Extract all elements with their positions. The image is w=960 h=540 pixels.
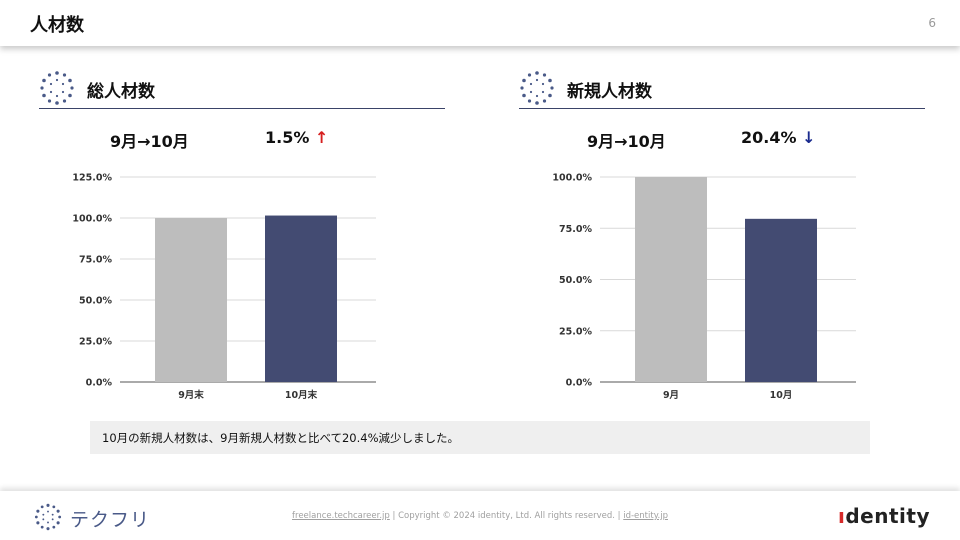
y-tick-label: 0.0% bbox=[566, 378, 593, 389]
footer-text: freelance.techcareer.jp | Copyright © 20… bbox=[0, 511, 960, 521]
y-tick-label: 25.0% bbox=[79, 337, 112, 348]
total-talent-chart-svg: 0.0% 25.0% 50.0% 75.0% 100.0% 125.0% 9月末 10月末 bbox=[72, 173, 376, 401]
y-tick-label: 75.0% bbox=[79, 255, 112, 266]
new-talent-chart: 0.0% 25.0% 50.0% 75.0% 100.0% 9月 10月 bbox=[540, 165, 870, 405]
right-change-value: 20.4% bbox=[741, 128, 797, 147]
left-panel-header: 総人材数 bbox=[39, 63, 445, 109]
y-tick-label: 25.0% bbox=[559, 326, 592, 337]
x-tick-label: 9月末 bbox=[178, 389, 204, 401]
left-change: 1.5% ↑ bbox=[265, 128, 328, 147]
identity-logo: ıdentity bbox=[838, 504, 930, 528]
footer: テクフリ freelance.techcareer.jp | Copyright… bbox=[0, 491, 960, 540]
x-tick-label: 10月 bbox=[770, 390, 793, 401]
dot-ring-logo-icon bbox=[520, 71, 554, 105]
y-tick-label: 125.0% bbox=[72, 173, 112, 184]
page-title: 人材数 bbox=[30, 15, 84, 36]
header-bar: 人材数 6 bbox=[0, 0, 960, 46]
techfuri-logo-icon bbox=[34, 503, 62, 531]
techcareer-link[interactable]: freelance.techcareer.jp bbox=[292, 511, 390, 521]
total-talent-chart: 0.0% 25.0% 50.0% 75.0% 100.0% 125.0% 9月末 10月末 bbox=[60, 165, 390, 405]
brand-name: テクフリ bbox=[70, 509, 151, 531]
footer-separator: | bbox=[617, 511, 621, 521]
y-tick-label: 75.0% bbox=[559, 224, 592, 235]
summary-note: 10月の新規人材数は、9月新規人材数と比べて20.4%減少しました。 bbox=[90, 421, 870, 454]
y-tick-label: 100.0% bbox=[552, 173, 592, 184]
y-tick-label: 50.0% bbox=[79, 296, 112, 307]
dot-ring-logo-icon bbox=[40, 71, 74, 105]
left-change-value: 1.5% bbox=[265, 128, 310, 147]
copyright-text: Copyright © 2024 identity, Ltd. All righ… bbox=[398, 511, 615, 521]
footer-separator: | bbox=[392, 511, 396, 521]
x-tick-label: 10月末 bbox=[285, 389, 318, 401]
y-tick-label: 100.0% bbox=[72, 214, 112, 225]
bar-2 bbox=[265, 215, 337, 382]
bar-1 bbox=[155, 218, 227, 382]
right-period: 9月→10月 bbox=[587, 132, 666, 151]
bar-2 bbox=[745, 218, 817, 382]
arrow-up-icon: ↑ bbox=[314, 128, 329, 147]
identity-logo-mark: ı bbox=[838, 504, 846, 528]
x-tick-label: 9月 bbox=[663, 390, 679, 401]
identity-link[interactable]: id-entity.jp bbox=[623, 511, 668, 521]
y-tick-label: 0.0% bbox=[86, 378, 113, 389]
bar-1 bbox=[635, 177, 707, 382]
right-panel-title: 新規人材数 bbox=[567, 82, 652, 102]
left-panel-title: 総人材数 bbox=[87, 82, 155, 102]
right-panel-header: 新規人材数 bbox=[519, 63, 925, 109]
y-tick-label: 50.0% bbox=[559, 275, 592, 286]
arrow-down-icon: ↓ bbox=[802, 128, 816, 147]
left-period: 9月→10月 bbox=[110, 132, 189, 151]
identity-logo-text: dentity bbox=[845, 504, 930, 528]
right-change: 20.4% ↓ bbox=[741, 128, 816, 147]
page-number: 6 bbox=[928, 16, 936, 30]
new-talent-chart-svg: 0.0% 25.0% 50.0% 75.0% 100.0% 9月 10月 bbox=[552, 173, 856, 401]
